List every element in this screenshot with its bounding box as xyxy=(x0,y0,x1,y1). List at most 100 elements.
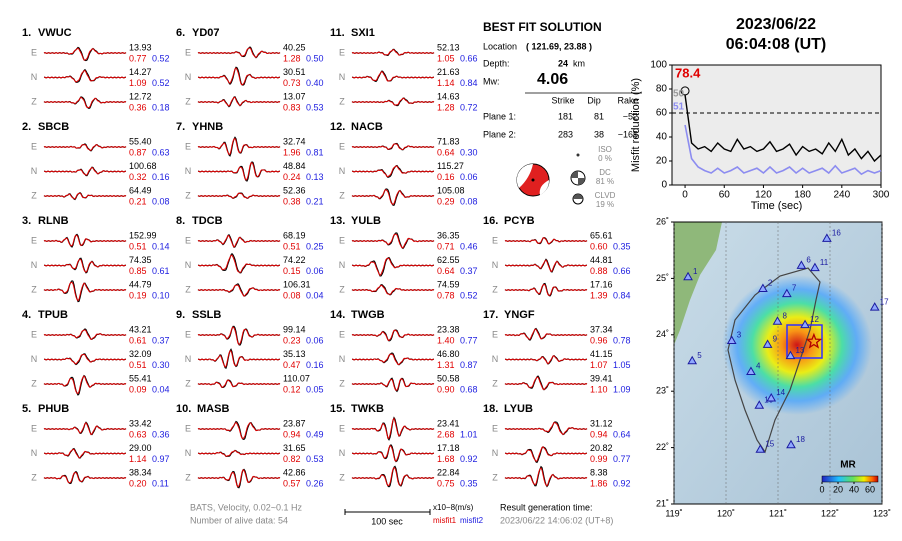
station-name: SXI1 xyxy=(351,27,375,39)
station-label: 9 xyxy=(773,334,778,343)
plane-value: 283 xyxy=(558,129,573,139)
waveform xyxy=(43,258,127,273)
station-marker xyxy=(869,302,880,311)
station-name: YHNB xyxy=(192,121,223,133)
station-name: YULB xyxy=(351,215,381,227)
component-label: N xyxy=(492,260,499,270)
misfit1: 1.28 xyxy=(437,102,455,112)
misfit1: 0.47 xyxy=(283,360,301,370)
component-name: DC xyxy=(599,168,611,177)
waveform xyxy=(197,137,281,155)
component-label: N xyxy=(31,448,38,458)
x-tick-label: 120 xyxy=(755,190,772,201)
station-number: 1. xyxy=(22,27,31,39)
lat-label: 25˚ xyxy=(656,273,669,283)
station-marker xyxy=(786,439,796,449)
amplitude: 64.49 xyxy=(129,185,152,195)
misfit2: 0.25 xyxy=(306,241,324,251)
y-tick-label: 40 xyxy=(656,132,668,143)
waveform xyxy=(504,355,588,365)
misfit2: 0.97 xyxy=(152,454,170,464)
colorbar xyxy=(821,475,879,483)
misfit1: 0.75 xyxy=(437,478,455,488)
misfit1: 1.07 xyxy=(590,360,608,370)
component-label: N xyxy=(339,354,346,364)
colorbar-label: 0 xyxy=(819,484,824,494)
waveform xyxy=(197,326,281,346)
misfit1: 0.60 xyxy=(590,241,608,251)
amplitude: 115.27 xyxy=(437,161,464,171)
component-label: Z xyxy=(492,472,498,482)
waveform xyxy=(43,422,127,436)
amplitude: 68.19 xyxy=(283,230,306,240)
component-label: E xyxy=(492,235,498,245)
waveform xyxy=(351,378,435,391)
waveform xyxy=(197,96,281,107)
misfit1: 0.87 xyxy=(129,147,147,157)
mainland xyxy=(674,222,722,345)
colorbar-title: MR xyxy=(840,460,856,471)
component-label: E xyxy=(339,329,345,339)
component-label: E xyxy=(185,235,191,245)
map xyxy=(674,222,882,504)
plane-value: −52 xyxy=(623,111,638,121)
component-label: Z xyxy=(339,96,345,106)
misfit1: 0.51 xyxy=(129,360,147,370)
amplitude: 100.68 xyxy=(129,161,157,171)
station-name: TWGB xyxy=(351,309,385,321)
component-label: Z xyxy=(31,378,37,388)
waveform xyxy=(197,192,281,199)
solution-title: BEST FIT SOLUTION xyxy=(483,20,602,34)
misfit2: 0.72 xyxy=(460,102,478,112)
waveform xyxy=(351,329,435,341)
station-number: 16. xyxy=(483,215,498,227)
component-label: E xyxy=(31,423,37,433)
dc-ball xyxy=(570,170,586,186)
misfit1: 1.40 xyxy=(437,335,455,345)
location-label: Location xyxy=(483,41,517,51)
x-tick-label: 180 xyxy=(794,190,811,201)
station-marker xyxy=(754,400,765,409)
station-number: 14. xyxy=(330,309,345,321)
station-number: 17. xyxy=(483,309,498,321)
amplitude: 41.15 xyxy=(590,349,613,359)
component-label: N xyxy=(492,354,499,364)
epicenter xyxy=(805,332,823,349)
depth-label: Depth: xyxy=(483,58,510,68)
component-label: Z xyxy=(339,284,345,294)
misfit1: 0.77 xyxy=(129,53,147,63)
station-label: 7 xyxy=(792,284,797,293)
amplitude: 17.18 xyxy=(437,443,460,453)
component-label: E xyxy=(31,47,37,57)
amplitude: 46.80 xyxy=(437,349,460,359)
waveform xyxy=(351,49,435,56)
amplitude: 32.74 xyxy=(283,136,306,146)
misfit1: 0.94 xyxy=(590,429,608,439)
component-label: N xyxy=(339,448,346,458)
beachball xyxy=(516,163,550,197)
component-label: N xyxy=(31,354,38,364)
y-tick-label: 80 xyxy=(656,84,668,95)
misfit1: 1.28 xyxy=(283,53,301,63)
station-label: 17 xyxy=(880,297,889,306)
annotation: 50 xyxy=(673,89,685,100)
amplitude: 74.59 xyxy=(437,279,460,289)
misfit2: 0.08 xyxy=(460,196,478,206)
amplitude: 20.82 xyxy=(590,443,613,453)
waveform xyxy=(504,376,588,391)
waveform xyxy=(351,417,435,439)
misfit1: 0.61 xyxy=(129,335,147,345)
component-label: Z xyxy=(185,378,191,388)
misfit1: 0.38 xyxy=(283,196,301,206)
amplitude: 65.61 xyxy=(590,230,613,240)
station-label: 4 xyxy=(756,362,761,371)
station-name: YNGF xyxy=(504,309,535,321)
station-number: 13. xyxy=(330,215,345,227)
station-number: 6. xyxy=(176,27,185,39)
waveform xyxy=(504,446,588,462)
waveform xyxy=(197,162,281,181)
component-label: N xyxy=(185,448,192,458)
lon-label: 120˚ xyxy=(717,508,735,518)
waveform xyxy=(43,471,127,484)
station-marker xyxy=(746,366,756,375)
